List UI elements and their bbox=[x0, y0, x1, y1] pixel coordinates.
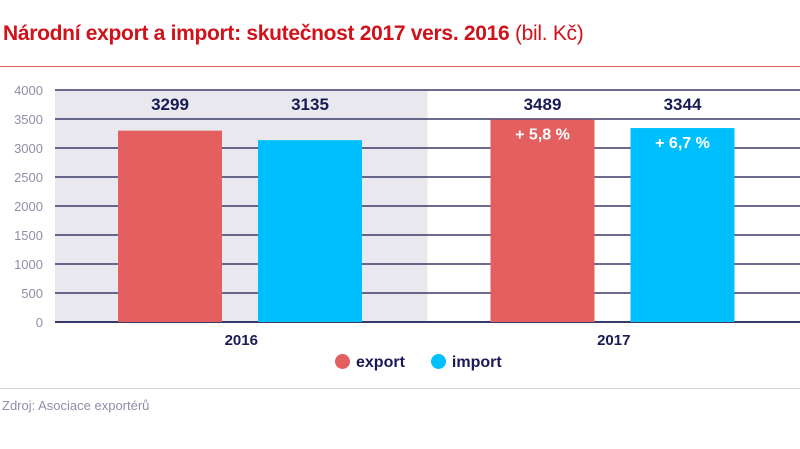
value-label: 3299 bbox=[151, 95, 189, 114]
y-tick-label: 2000 bbox=[14, 199, 43, 214]
y-tick-label: 3500 bbox=[14, 112, 43, 127]
bar-import-2017 bbox=[630, 128, 735, 322]
y-tick-label: 2500 bbox=[14, 170, 43, 185]
value-label: 3135 bbox=[291, 95, 329, 114]
y-tick-label: 4000 bbox=[14, 83, 43, 98]
bar-export-2016 bbox=[118, 130, 222, 322]
source-note: Zdroj: Asociace exportérů bbox=[2, 398, 150, 413]
title-unit: (bil. Kč) bbox=[514, 22, 584, 45]
bar-export-2017 bbox=[490, 119, 595, 322]
legend-item-import: import bbox=[430, 354, 502, 372]
legend-label: import bbox=[451, 354, 502, 371]
y-tick-label: 1000 bbox=[14, 257, 43, 272]
change-annotation: + 6,7 % bbox=[655, 135, 710, 152]
y-tick-label: 0 bbox=[36, 315, 43, 330]
legend-item-export: export bbox=[335, 354, 405, 372]
x-tick-label: 2017 bbox=[597, 332, 630, 349]
x-tick-label: 2016 bbox=[225, 332, 258, 349]
value-label: 3489 bbox=[524, 95, 562, 114]
import-dot-icon bbox=[430, 354, 446, 369]
bar-import-2016 bbox=[258, 140, 362, 322]
title-text: Národní export a import: skutečnost 2017… bbox=[3, 22, 510, 45]
title-divider bbox=[0, 66, 800, 67]
export-dot-icon bbox=[335, 354, 350, 369]
footer-divider bbox=[0, 388, 800, 389]
chart-title: Národní export a import: skutečnost 2017… bbox=[3, 22, 584, 46]
legend-label: export bbox=[356, 354, 405, 371]
y-tick-label: 1500 bbox=[14, 228, 43, 243]
value-label: 3344 bbox=[664, 95, 702, 114]
y-tick-label: 500 bbox=[21, 286, 43, 301]
legend: export import bbox=[335, 354, 502, 372]
change-annotation: + 5,8 % bbox=[515, 127, 570, 144]
y-tick-label: 3000 bbox=[14, 141, 43, 156]
